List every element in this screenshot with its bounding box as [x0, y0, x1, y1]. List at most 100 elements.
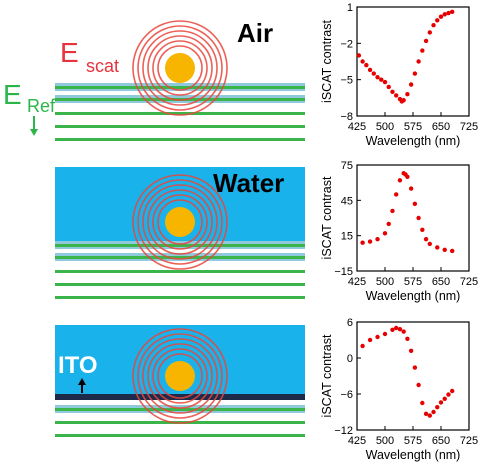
data-point — [412, 71, 418, 76]
data-point — [375, 334, 380, 340]
data-point — [431, 22, 436, 28]
data-point — [390, 327, 395, 332]
stripe-green — [55, 256, 305, 259]
data-point — [394, 325, 399, 331]
plot-frame — [356, 164, 470, 272]
data-point — [375, 75, 380, 80]
data-point — [360, 240, 365, 245]
x-tick-label: 650 — [432, 276, 450, 288]
x-tick-label: 425 — [348, 276, 366, 288]
stripe-green — [55, 296, 305, 299]
data-point — [382, 231, 388, 236]
panel-water-schematic: Water — [55, 167, 305, 299]
data-point — [364, 62, 369, 68]
y-tick-label: −6 — [340, 389, 353, 401]
y-tick-label: 75 — [341, 160, 353, 172]
data-point — [427, 30, 432, 35]
ito-arrow-icon — [78, 378, 86, 393]
y-tick-label: −8 — [340, 111, 353, 123]
y-tick-label: −5 — [340, 75, 353, 87]
stripe-green — [55, 112, 305, 115]
data-point — [408, 348, 414, 353]
scattering-rings — [132, 20, 228, 116]
data-point — [450, 9, 455, 15]
data-point — [394, 93, 399, 98]
data-point — [367, 337, 373, 343]
stripe-green — [55, 86, 305, 89]
ring — [157, 45, 203, 91]
x-axis-label: Wavelength (nm) — [366, 134, 461, 148]
data-point — [367, 67, 373, 73]
nanoparticle — [165, 53, 195, 83]
ring — [137, 333, 223, 419]
data-point — [420, 48, 425, 53]
data-point — [442, 396, 447, 401]
air-substrate-stripes — [55, 83, 305, 141]
data-point — [408, 82, 414, 87]
stripe-green — [55, 270, 305, 273]
data-point — [412, 201, 418, 207]
y-tick-label: 45 — [341, 195, 353, 207]
ring — [137, 25, 223, 111]
ring — [147, 343, 213, 409]
data-point — [394, 192, 399, 197]
data-point — [416, 215, 421, 221]
data-point — [397, 178, 403, 183]
y-tick-label: 15 — [341, 231, 353, 243]
data-point — [446, 392, 451, 397]
data-point — [360, 59, 365, 64]
data-point — [375, 237, 380, 242]
y-tick-label: 1 — [347, 2, 353, 14]
plot-frame — [356, 321, 470, 431]
data-point — [412, 365, 418, 370]
data-point — [438, 14, 444, 19]
data-point — [446, 10, 451, 16]
x-tick-label: 725 — [460, 435, 478, 447]
data-point — [356, 53, 362, 58]
x-tick-label: 500 — [376, 121, 394, 133]
x-tick-label: 500 — [376, 435, 394, 447]
data-point — [435, 18, 440, 23]
data-point — [360, 343, 365, 349]
ring — [142, 30, 218, 106]
ito-layer — [55, 394, 305, 400]
chart-ito-spectrum: 425 500 575 650 725 6 0 −6 −12 Wavelength (nm) iSC… — [320, 317, 478, 462]
data-point — [423, 237, 429, 242]
e-ref-sub: Ref — [27, 96, 56, 116]
x-tick-label: 500 — [376, 276, 394, 288]
ring — [132, 174, 228, 270]
e-scat-sub: scat — [86, 56, 119, 76]
x-tick-label: 650 — [432, 435, 450, 447]
data-point — [367, 239, 373, 244]
ring — [157, 353, 203, 399]
data-point — [442, 12, 447, 17]
x-tick-label: 575 — [404, 276, 422, 288]
x-tick-label: 575 — [404, 435, 422, 447]
data-point — [435, 245, 440, 250]
label-e-scat: E scat — [60, 37, 119, 76]
data-point — [423, 38, 429, 44]
data-point — [401, 98, 406, 103]
data-point — [431, 409, 436, 415]
x-tick-label: 725 — [460, 276, 478, 288]
data-point — [382, 79, 388, 85]
data-point — [427, 413, 432, 418]
label-e-ref: E Ref — [3, 79, 56, 116]
stripe-green — [55, 408, 305, 411]
y-tick-label: 6 — [347, 317, 353, 329]
data-point — [435, 405, 440, 410]
data-point — [438, 400, 444, 405]
ring — [147, 35, 213, 101]
x-axis-label: Wavelength (nm) — [366, 448, 461, 462]
x-tick-label: 425 — [348, 435, 366, 447]
data-point — [450, 388, 455, 394]
x-tick-label: 425 — [348, 121, 366, 133]
nanoparticle — [165, 361, 195, 391]
scattering-rings — [132, 328, 228, 424]
x-tick-label: 725 — [460, 121, 478, 133]
y-tick-label: 0 — [347, 353, 353, 365]
data-point — [405, 336, 410, 341]
ring — [142, 338, 218, 414]
e-scat-main: E — [60, 37, 79, 68]
